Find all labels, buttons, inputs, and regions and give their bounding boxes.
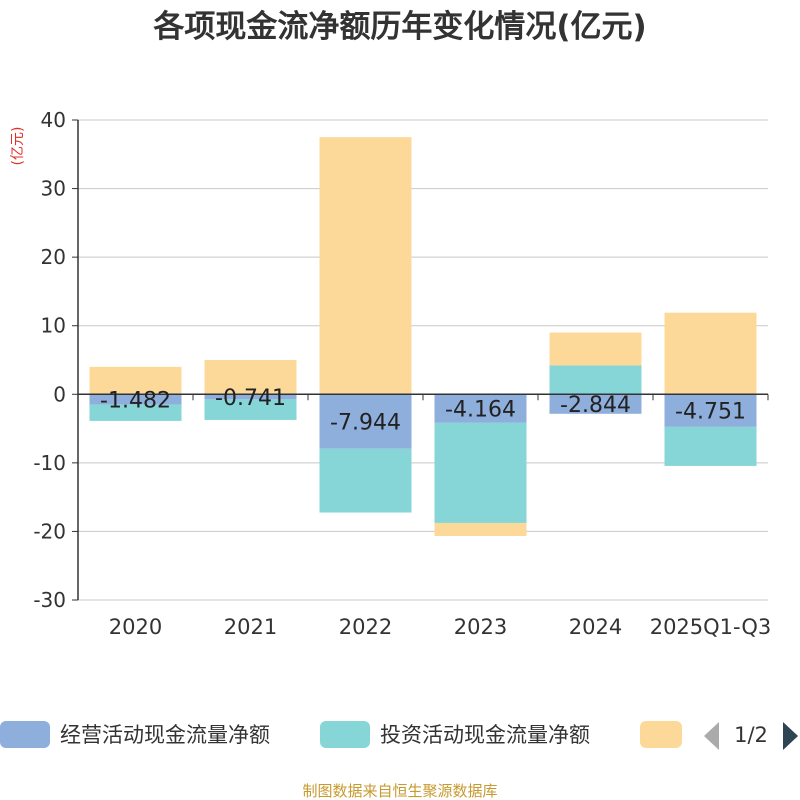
x-tick-label-2021: 2021	[224, 615, 277, 639]
data-label-operating-2021: -0.741	[215, 386, 286, 411]
data-label-operating-2020: -1.482	[100, 388, 171, 413]
bar-third-2020[interactable]	[89, 366, 182, 395]
bar-series	[89, 137, 757, 536]
chart-title: 各项现金流净额历年变化情况(亿元)	[152, 9, 646, 45]
y-tick-label-20: -20	[33, 519, 66, 543]
x-axis-ticks: 2020 2021 2022 2023 2024 2025Q1-Q3	[109, 615, 772, 639]
data-source-footer: 制图数据来自恒生聚源数据库	[302, 782, 497, 800]
legend-label-investing: 投资活动现金流量净额	[380, 723, 590, 747]
bar-investing-2024[interactable]	[549, 365, 642, 395]
legend-item-operating[interactable]: 经营活动现金流量净额	[0, 721, 270, 748]
axes	[77, 120, 769, 600]
bar-third-2024[interactable]	[549, 332, 642, 366]
y-tick-label-10: 10	[41, 314, 66, 338]
bar-investing-2022[interactable]	[319, 448, 412, 513]
data-labels: -1.482 -0.741 -7.944 -4.164 -2.844 -4.751	[100, 386, 746, 436]
bar-third-2023[interactable]	[434, 522, 527, 536]
y-tick-label-20: 20	[41, 245, 66, 269]
y-tick-label-10: -10	[33, 451, 66, 475]
legend-swatch-third	[640, 721, 682, 748]
bar-investing-2020[interactable]	[89, 404, 182, 421]
bar-operating-2023[interactable]	[434, 394, 527, 423]
data-label-operating-2024: -2.844	[560, 393, 631, 418]
bar-investing-2023[interactable]	[434, 422, 527, 523]
bar-investing-2025q1-q3[interactable]	[664, 426, 757, 466]
data-label-operating-2022: -7.944	[330, 411, 401, 436]
y-tick-label-40: 40	[41, 108, 66, 132]
bar-third-2022[interactable]	[319, 137, 412, 395]
x-tick-label-2024: 2024	[569, 615, 622, 639]
legend-label-operating: 经营活动现金流量净额	[60, 723, 270, 747]
x-tick-label-2023: 2023	[454, 615, 507, 639]
x-tick-label-2020: 2020	[109, 615, 162, 639]
bar-operating-2025q1-q3[interactable]	[664, 394, 757, 427]
bar-operating-2020[interactable]	[89, 394, 182, 405]
legend-item-third[interactable]	[640, 721, 682, 748]
y-tick-label-30: 30	[41, 177, 66, 201]
bar-investing-2021[interactable]	[204, 399, 297, 420]
legend-page-indicator: 1/2	[734, 723, 768, 747]
y-axis-ticks: 40 30 20 10 0 -10 -20 -30	[33, 108, 78, 612]
legend-next-page-icon[interactable]	[783, 722, 798, 750]
bar-third-2021[interactable]	[204, 360, 297, 395]
bar-third-2025q1-q3[interactable]	[664, 312, 757, 395]
legend-swatch-investing	[320, 721, 370, 748]
legend-item-investing[interactable]: 投资活动现金流量净额	[320, 721, 590, 748]
x-tick-label-2022: 2022	[339, 615, 392, 639]
bar-operating-2021[interactable]	[204, 394, 297, 400]
grid-lines	[78, 119, 768, 601]
legend-prev-page-icon[interactable]	[704, 722, 719, 750]
legend: 经营活动现金流量净额 投资活动现金流量净额 1/2	[0, 721, 798, 750]
x-tick-label-2025q1-q3: 2025Q1-Q3	[650, 615, 772, 639]
y-tick-label-0: 0	[53, 382, 66, 406]
y-tick-label-30: -30	[33, 588, 66, 612]
legend-swatch-operating	[0, 721, 50, 748]
bar-operating-2024[interactable]	[549, 394, 642, 414]
data-label-operating-2023: -4.164	[445, 398, 516, 423]
y-axis-unit-label: (亿元)	[10, 127, 26, 166]
bar-operating-2022[interactable]	[319, 394, 412, 449]
data-label-operating-2025q1-q3: -4.751	[675, 400, 746, 425]
